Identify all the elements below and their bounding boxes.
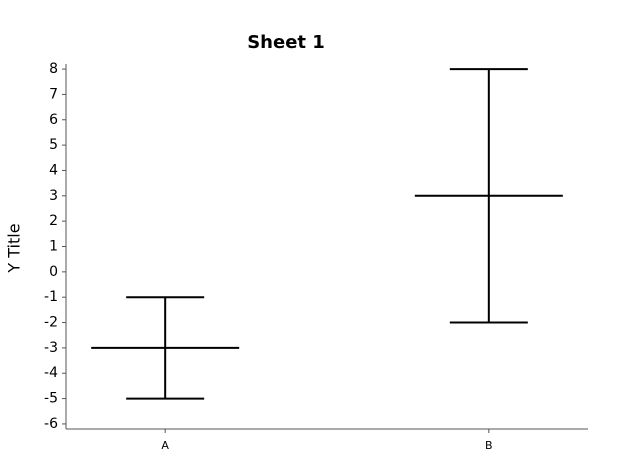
- y-tick-label: -1: [44, 289, 58, 305]
- x-tick-label: A: [161, 439, 169, 452]
- y-tick-label: -2: [44, 315, 58, 331]
- y-axis-title: Y Title: [5, 223, 24, 273]
- y-tick-label: 1: [49, 239, 58, 255]
- y-tick-label: 6: [49, 112, 58, 128]
- y-tick-label: 4: [49, 162, 58, 178]
- chart-title: Sheet 1: [247, 32, 325, 53]
- y-tick-label: 8: [49, 61, 58, 77]
- y-tick-label: 0: [49, 264, 58, 280]
- y-tick-label: 7: [49, 86, 58, 102]
- y-tick-label: -3: [44, 340, 58, 356]
- y-tick-label: -4: [44, 365, 58, 381]
- x-tick-label: B: [485, 439, 493, 452]
- y-tick-label: 3: [49, 188, 58, 204]
- y-tick-label: 2: [49, 213, 58, 229]
- y-tick-label: -6: [44, 416, 58, 432]
- y-tick-label: -5: [44, 391, 58, 407]
- y-tick-label: 5: [49, 137, 58, 153]
